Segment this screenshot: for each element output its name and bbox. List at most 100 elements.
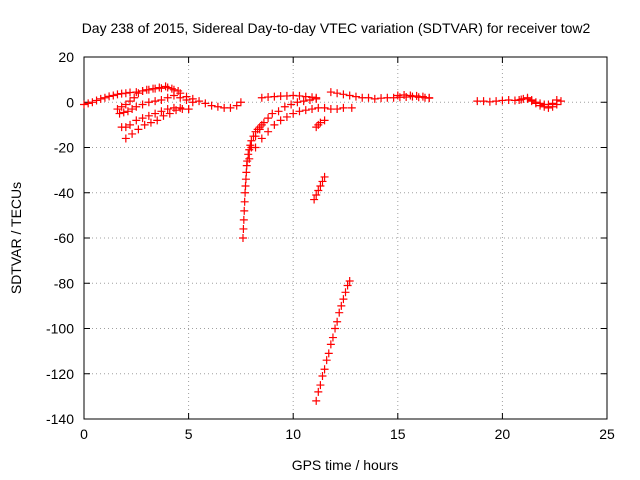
data-point [287,100,296,109]
data-point [333,89,342,98]
data-point [84,99,93,108]
data-point [121,89,130,98]
data-point [207,101,216,110]
data-point [251,132,260,141]
data-point [236,98,245,107]
data-point [109,91,118,100]
data-point [515,95,524,104]
data-point [184,105,193,114]
data-point [126,97,135,106]
data-point [201,99,210,108]
y-axis-label: SDTVAR / TECUs [8,182,24,294]
data-point [289,109,298,118]
data-point [121,100,130,109]
x-axis-label: GPS time / hours [292,457,399,473]
data-point [157,84,166,93]
data-point [119,108,128,117]
x-tick-label: 10 [285,426,301,442]
data-point [316,118,325,127]
data-point [80,100,88,109]
data-point [333,317,342,326]
data-point [339,103,348,112]
y-tick-label: -60 [54,230,74,246]
data-point [343,281,352,290]
data-point [242,168,251,177]
y-tick-label: 0 [66,94,74,110]
data-point [312,191,321,200]
data-point [165,109,174,118]
data-point [138,114,147,123]
y-axis: 20 0 -20 -40 -60 -80 -100 -120 -140 [46,49,607,427]
data-point [341,288,350,297]
data-point [312,396,321,405]
data-point [536,99,545,108]
data-point [479,97,488,106]
data-point [128,105,137,114]
data-point [347,103,356,112]
data-point [316,181,325,190]
data-point [299,97,308,106]
data-point [134,125,143,134]
data-point [132,102,141,111]
data-point [121,123,130,132]
data-point [188,98,197,107]
data-point [144,111,153,120]
data-point [412,91,421,100]
data-point [176,93,185,102]
data-point [320,365,329,374]
data-point [157,107,166,116]
data-point [312,93,321,102]
data-point [552,95,561,104]
data-point [239,224,248,233]
data-point [337,301,346,310]
data-point [293,98,302,107]
data-point [544,100,553,109]
y-tick-label: -120 [46,366,74,382]
data-point [492,97,501,106]
data-point [314,186,323,195]
data-point [251,143,260,152]
data-point [132,88,141,97]
data-point [126,120,135,129]
data-point [195,97,204,106]
data-point [155,83,164,92]
data-point [320,172,329,181]
data-point [105,92,114,101]
data-point [295,107,304,116]
data-point [121,134,130,143]
data-point [149,84,158,93]
data-point [144,98,153,107]
data-point [333,105,342,114]
y-tick-label: -40 [54,185,74,201]
data-point [351,92,360,101]
data-point [117,102,126,111]
data-point [364,93,373,102]
data-point [92,96,101,105]
x-tick-label: 5 [185,426,193,442]
data-point [245,154,254,163]
data-point [232,101,241,110]
x-axis: 0 5 10 15 20 25 [80,57,615,442]
data-point [138,86,147,95]
data-point [316,381,325,390]
data-point [151,109,160,118]
data-point [213,102,222,111]
data-point [485,97,494,106]
data-point [519,94,528,103]
data-point [320,103,329,112]
data-point [326,340,335,349]
y-tick-label: -20 [54,140,74,156]
data-point [240,197,249,206]
x-tick-label: 0 [80,426,88,442]
data-point [163,105,172,114]
data-point [134,89,143,98]
data-point [113,90,122,99]
data-point [527,95,536,104]
data-point [115,109,124,118]
data-point [257,93,266,102]
data-point [130,93,139,102]
y-tick-label: -100 [46,321,74,337]
data-point [142,85,151,94]
data-point [328,333,337,342]
